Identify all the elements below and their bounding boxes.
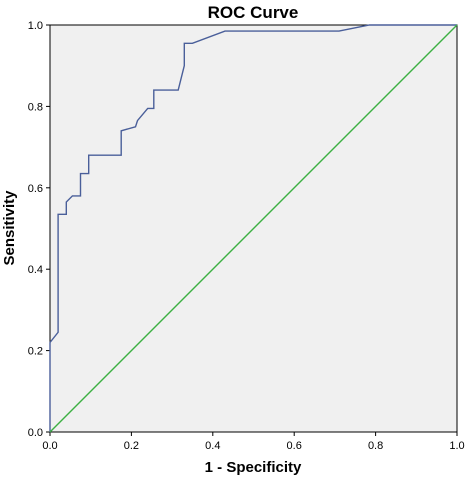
y-tick-label: 1.0 [28, 20, 43, 32]
chart-title: ROC Curve [208, 3, 299, 22]
x-tick-label: 0.6 [287, 440, 302, 452]
x-tick-label: 0.8 [368, 440, 383, 452]
roc-curve-line [49, 24, 457, 432]
y-tick-label: 0.4 [28, 264, 43, 276]
series-layer [49, 24, 458, 433]
x-tick-label: 0.4 [205, 440, 220, 452]
reference-line [49, 24, 458, 433]
y-axis-label: Sensitivity [1, 190, 18, 266]
x-tick-label: 0.2 [124, 440, 139, 452]
y-tick-label: 0.0 [28, 427, 43, 439]
x-tick-label: 0.0 [42, 440, 57, 452]
x-tick-label: 1.0 [449, 440, 464, 452]
y-tick-label: 0.6 [28, 183, 43, 195]
x-axis-label: 1 - Specificity [205, 459, 302, 476]
y-axis: 0.0 0.2 0.4 0.6 0.8 1.0 [28, 20, 50, 439]
y-tick-label: 0.2 [28, 346, 43, 358]
y-tick-label: 0.8 [28, 101, 43, 113]
x-axis: 0.0 0.2 0.4 0.6 0.8 1.0 [42, 432, 465, 452]
